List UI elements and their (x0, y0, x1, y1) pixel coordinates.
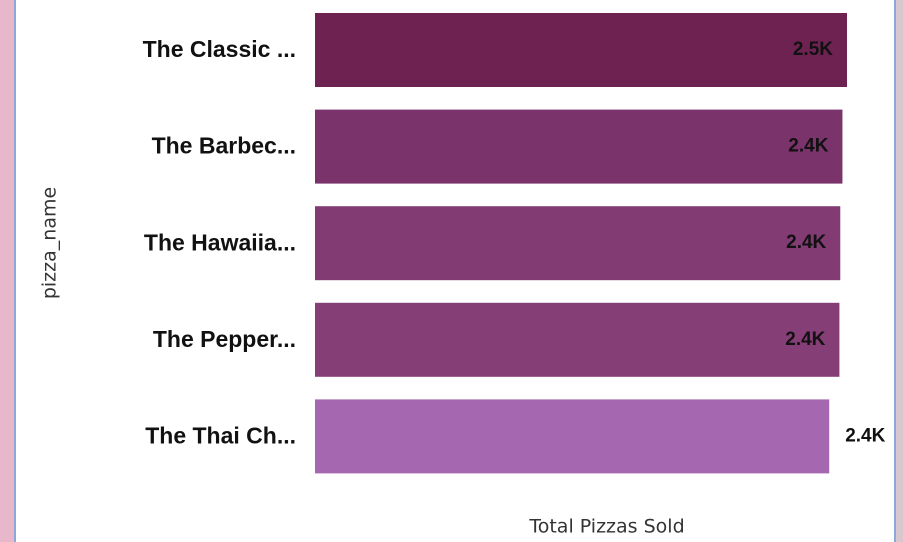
y-tick-label: The Thai Ch... (145, 422, 296, 448)
x-axis-title: Total Pizzas Sold (528, 516, 684, 538)
data-label: 2.4K (788, 136, 828, 157)
y-tick-label: The Pepper... (153, 326, 296, 352)
background-strip (896, 0, 903, 542)
y-tick-label: The Hawaiia... (144, 229, 296, 255)
data-label: 2.4K (785, 329, 825, 350)
bar (315, 302, 840, 377)
data-label: 2.4K (786, 232, 826, 253)
background-strip (0, 0, 14, 542)
bar (315, 109, 843, 184)
panel-border (14, 0, 16, 542)
data-label: 2.4K (845, 425, 885, 446)
data-label: 2.5K (793, 39, 833, 60)
bar (315, 399, 830, 474)
panel-border (894, 0, 896, 542)
y-axis-title: pizza_name (39, 187, 61, 299)
bar (315, 13, 847, 87)
bar (315, 206, 841, 281)
y-tick-label: The Classic ... (143, 36, 296, 62)
y-tick-label: The Barbec... (152, 133, 296, 159)
